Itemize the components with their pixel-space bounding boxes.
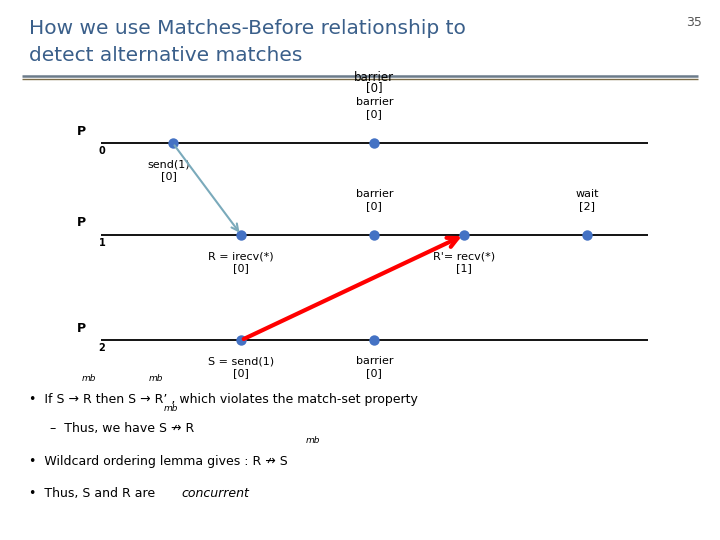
Text: detect alternative matches: detect alternative matches [29,46,302,65]
Text: mb: mb [163,403,178,413]
Text: R'= recv(*)
[1]: R'= recv(*) [1] [433,251,495,273]
Text: wait
[2]: wait [2] [575,189,598,211]
Text: R = irecv(*)
[0]: R = irecv(*) [0] [208,251,274,273]
Text: barrier
[0]: barrier [0] [356,189,393,211]
Text: –  Thus, we have S ↛ R: – Thus, we have S ↛ R [50,422,194,435]
Text: 0: 0 [99,146,105,156]
Text: 2: 2 [99,343,105,353]
Text: •  Thus, S and R are: • Thus, S and R are [29,487,159,500]
Text: P: P [77,125,86,138]
Text: 1: 1 [99,238,105,248]
Text: S = send(1)
[0]: S = send(1) [0] [208,356,274,378]
Text: P: P [77,217,86,230]
Text: How we use Matches-Before relationship to: How we use Matches-Before relationship t… [29,19,466,38]
Text: mb: mb [305,436,320,445]
Text: 35: 35 [686,16,702,29]
Text: send(1)
[0]: send(1) [0] [148,159,191,181]
Text: barrier
[0]: barrier [0] [356,356,393,378]
Text: •  If S → R then S → R’ , which violates the match-set property: • If S → R then S → R’ , which violates … [29,393,418,406]
Text: •  Wildcard ordering lemma gives : R ↛ S: • Wildcard ordering lemma gives : R ↛ S [29,455,287,468]
Text: mb: mb [81,374,96,383]
Text: mb: mb [148,374,163,383]
Text: [0]: [0] [366,81,383,94]
Text: barrier
[0]: barrier [0] [356,97,393,119]
Text: P: P [77,322,86,335]
Text: concurrent: concurrent [181,487,249,500]
Text: barrier: barrier [354,71,395,84]
